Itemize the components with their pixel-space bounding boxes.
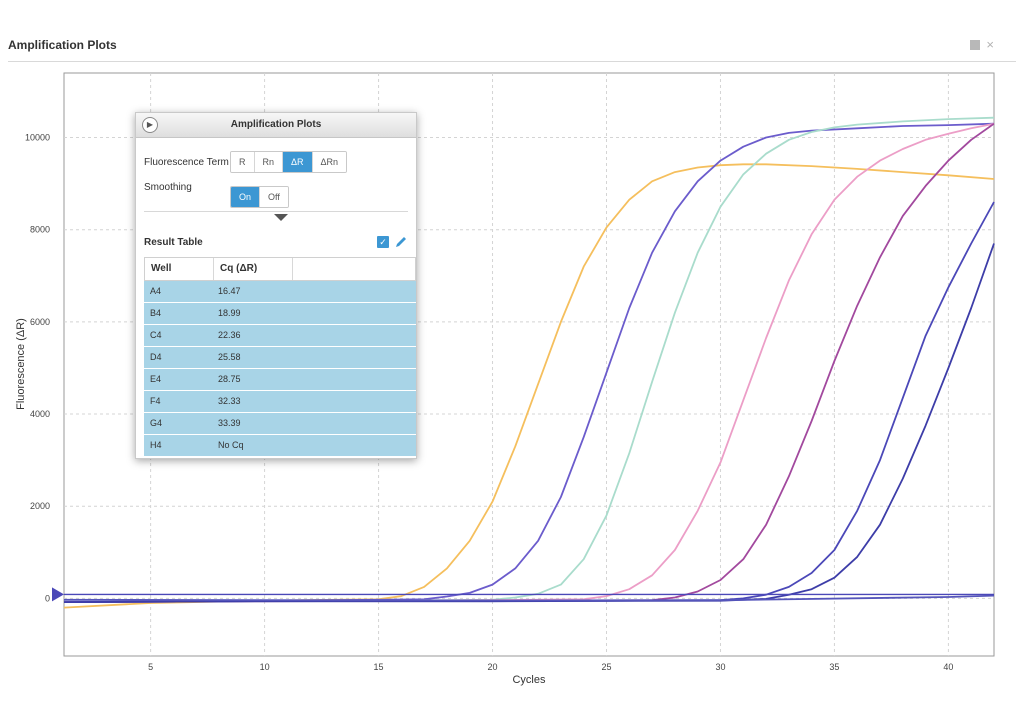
table-header: Well Cq (ΔR): [144, 257, 416, 281]
well-cell: E4: [150, 374, 162, 384]
table-row[interactable]: E4 28.75: [144, 369, 416, 391]
x-tick-label: 40: [943, 662, 953, 672]
threshold-group: [52, 587, 994, 602]
close-icon[interactable]: ×: [986, 37, 994, 52]
window-controls: ×: [970, 37, 994, 52]
cq-cell: 16.47: [218, 286, 241, 296]
cq-cell: 28.75: [218, 374, 241, 384]
y-tick-label: 0: [45, 593, 50, 603]
smoothing-option-off[interactable]: Off: [260, 187, 288, 207]
series-line-h4[interactable]: [63, 594, 995, 602]
x-tick-label: 5: [148, 662, 153, 672]
smoothing-label: Smoothing: [144, 182, 192, 193]
well-cell: D4: [150, 352, 162, 362]
table-row[interactable]: H4 No Cq: [144, 435, 416, 457]
smoothing-segmented: On Off: [230, 186, 289, 208]
table-row[interactable]: C4 22.36: [144, 325, 416, 347]
square-icon[interactable]: [970, 39, 981, 50]
fluorescence-segmented: R Rn ΔR ΔRn: [230, 151, 348, 173]
table-row[interactable]: A4 16.47: [144, 281, 416, 303]
title-divider: [8, 61, 1016, 62]
y-axis-label: Fluorescence (ΔR): [15, 318, 27, 410]
cq-cell: 18.99: [218, 308, 241, 318]
well-cell: G4: [150, 418, 163, 428]
fluorescence-row: Fluorescence Term R Rn ΔR ΔRn: [144, 151, 348, 173]
threshold-handle-icon[interactable]: [52, 587, 64, 602]
amplification-plots-panel: ▶ Amplification Plots Fluorescence Term …: [135, 112, 417, 459]
x-tick-label: 30: [715, 662, 725, 672]
fluor-option-delta-rn[interactable]: ΔRn: [312, 152, 347, 172]
table-row[interactable]: B4 18.99: [144, 303, 416, 325]
series-line-c4[interactable]: [63, 116, 995, 603]
smoothing-row: Smoothing On Off: [144, 182, 289, 208]
table-row[interactable]: G4 33.39: [144, 413, 416, 435]
x-tick-label: 25: [601, 662, 611, 672]
result-table-title: Result Table: [144, 237, 203, 248]
col-well[interactable]: Well: [145, 258, 214, 280]
fluor-option-delta-r[interactable]: ΔR: [283, 152, 313, 172]
panel-toggle-icon[interactable]: ▶: [142, 117, 158, 133]
cq-cell: 32.33: [218, 396, 241, 406]
series-line-b4[interactable]: [63, 122, 995, 603]
cq-cell: No Cq: [218, 440, 244, 450]
result-table: Well Cq (ΔR) A4 16.47 B4 18.99 C4 22.36 D4 2…: [144, 257, 416, 457]
x-tick-label: 15: [374, 662, 384, 672]
pencil-icon[interactable]: [393, 234, 409, 250]
y-tick-label: 6000: [30, 317, 50, 327]
window-title: Amplification Plots: [8, 38, 117, 52]
panel-divider: [144, 211, 408, 212]
col-cq[interactable]: Cq (ΔR): [214, 258, 293, 280]
checkbox-icon[interactable]: ✓: [377, 236, 389, 248]
well-cell: H4: [150, 440, 162, 450]
collapse-arrow-icon[interactable]: [274, 214, 288, 221]
well-cell: F4: [150, 396, 161, 406]
series-lines: [63, 116, 995, 609]
panel-header: ▶ Amplification Plots: [136, 113, 416, 138]
cq-cell: 22.36: [218, 330, 241, 340]
table-row[interactable]: F4 32.33: [144, 391, 416, 413]
x-tick-label: 35: [829, 662, 839, 672]
x-tick-label: 20: [488, 662, 498, 672]
fluor-option-rn[interactable]: Rn: [254, 152, 284, 172]
fluorescence-label: Fluorescence Term: [144, 156, 229, 168]
x-axis-label: Cycles: [512, 674, 546, 686]
well-cell: C4: [150, 330, 162, 340]
y-tick-label: 8000: [30, 225, 50, 235]
y-tick-label: 4000: [30, 409, 50, 419]
cq-cell: 33.39: [218, 418, 241, 428]
axis-ticks: 5 10 15 20 25 30 35 40 0 2000 4000 6000 8000 10000: [25, 133, 953, 672]
well-cell: A4: [150, 286, 162, 296]
x-tick-label: 10: [260, 662, 270, 672]
well-cell: B4: [150, 308, 162, 318]
y-tick-label: 10000: [25, 133, 50, 143]
cq-cell: 25.58: [218, 352, 241, 362]
fluor-option-r[interactable]: R: [231, 152, 255, 172]
table-row[interactable]: D4 25.58: [144, 347, 416, 369]
smoothing-option-on[interactable]: On: [231, 187, 261, 207]
y-tick-label: 2000: [30, 501, 50, 511]
panel-title: Amplification Plots: [230, 119, 322, 130]
